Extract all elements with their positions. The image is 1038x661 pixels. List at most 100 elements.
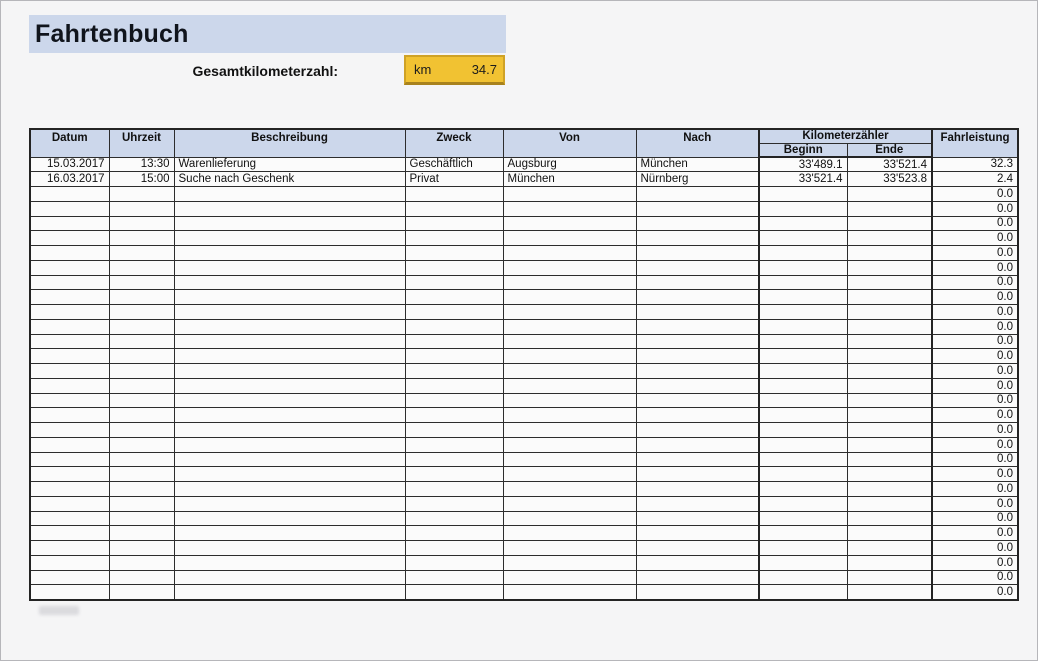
cell-beginn[interactable]	[758, 481, 848, 497]
cell-uhrzeit[interactable]	[108, 333, 175, 350]
header-fahrleistung[interactable]: Fahrleistung	[931, 128, 1019, 158]
cell-nach[interactable]	[635, 363, 760, 379]
cell-beginn[interactable]	[758, 289, 848, 305]
cell-von[interactable]	[502, 451, 637, 468]
cell-datum[interactable]	[29, 215, 110, 232]
cell-fahrleistung[interactable]: 0.0	[931, 436, 1019, 453]
cell-uhrzeit[interactable]: 15:00	[108, 171, 175, 187]
cell-beschreibung[interactable]	[173, 274, 406, 291]
cell-nach[interactable]	[635, 495, 760, 512]
cell-uhrzeit[interactable]	[108, 495, 175, 512]
cell-uhrzeit[interactable]	[108, 451, 175, 468]
cell-ende[interactable]	[846, 466, 933, 482]
cell-ende[interactable]	[846, 245, 933, 261]
cell-datum[interactable]	[29, 554, 110, 571]
cell-beschreibung[interactable]	[173, 289, 406, 305]
cell-nach[interactable]	[635, 304, 760, 320]
header-nach[interactable]: Nach	[635, 128, 760, 158]
cell-zweck[interactable]	[404, 215, 504, 232]
header-ende[interactable]: Ende	[846, 142, 933, 158]
cell-zweck[interactable]	[404, 451, 504, 468]
cell-nach[interactable]	[635, 584, 760, 600]
cell-uhrzeit[interactable]	[108, 436, 175, 453]
cell-datum[interactable]	[29, 186, 110, 202]
cell-beginn[interactable]	[758, 510, 848, 527]
cell-uhrzeit[interactable]	[108, 318, 175, 335]
cell-von[interactable]	[502, 377, 637, 394]
cell-ende[interactable]	[846, 333, 933, 350]
cell-ende[interactable]	[846, 510, 933, 527]
cell-beginn[interactable]	[758, 495, 848, 512]
cell-fahrleistung[interactable]: 0.0	[931, 554, 1019, 571]
cell-uhrzeit[interactable]	[108, 186, 175, 202]
cell-beginn[interactable]	[758, 215, 848, 232]
cell-ende[interactable]	[846, 348, 933, 364]
cell-nach[interactable]	[635, 466, 760, 482]
cell-zweck[interactable]	[404, 569, 504, 586]
cell-von[interactable]	[502, 215, 637, 232]
cell-datum[interactable]	[29, 525, 110, 541]
cell-datum[interactable]	[29, 289, 110, 305]
cell-fahrleistung[interactable]: 0.0	[931, 481, 1019, 497]
cell-beschreibung[interactable]	[173, 318, 406, 335]
cell-nach[interactable]	[635, 186, 760, 202]
cell-ende[interactable]: 33'523.8	[846, 171, 933, 187]
cell-beginn[interactable]: 33'521.4	[758, 171, 848, 187]
cell-von[interactable]	[502, 289, 637, 305]
cell-fahrleistung[interactable]: 0.0	[931, 245, 1019, 261]
cell-fahrleistung[interactable]: 0.0	[931, 510, 1019, 527]
cell-zweck[interactable]	[404, 230, 504, 246]
cell-beginn[interactable]	[758, 200, 848, 217]
cell-fahrleistung[interactable]: 0.0	[931, 466, 1019, 482]
cell-beginn[interactable]	[758, 304, 848, 320]
cell-datum[interactable]	[29, 377, 110, 394]
cell-beginn[interactable]	[758, 392, 848, 409]
cell-beschreibung[interactable]	[173, 540, 406, 556]
cell-ende[interactable]	[846, 304, 933, 320]
cell-fahrleistung[interactable]: 0.0	[931, 200, 1019, 217]
cell-fahrleistung[interactable]: 2.4	[931, 171, 1019, 187]
cell-zweck[interactable]	[404, 481, 504, 497]
cell-zweck[interactable]	[404, 466, 504, 482]
cell-von[interactable]	[502, 348, 637, 364]
cell-beschreibung[interactable]	[173, 451, 406, 468]
cell-von[interactable]	[502, 584, 637, 600]
cell-fahrleistung[interactable]: 0.0	[931, 304, 1019, 320]
cell-uhrzeit[interactable]	[108, 422, 175, 438]
cell-beschreibung[interactable]	[173, 407, 406, 423]
cell-datum[interactable]	[29, 584, 110, 600]
cell-beginn[interactable]	[758, 230, 848, 246]
cell-fahrleistung[interactable]: 0.0	[931, 259, 1019, 276]
cell-beschreibung[interactable]	[173, 348, 406, 364]
cell-uhrzeit[interactable]	[108, 584, 175, 600]
cell-beginn[interactable]	[758, 466, 848, 482]
cell-von[interactable]	[502, 259, 637, 276]
cell-datum[interactable]	[29, 392, 110, 409]
cell-beginn[interactable]	[758, 422, 848, 438]
header-zweck[interactable]: Zweck	[404, 128, 504, 158]
cell-uhrzeit[interactable]	[108, 407, 175, 423]
cell-zweck[interactable]	[404, 540, 504, 556]
cell-nach[interactable]	[635, 230, 760, 246]
cell-von[interactable]	[502, 186, 637, 202]
cell-ende[interactable]	[846, 436, 933, 453]
cell-zweck[interactable]	[404, 289, 504, 305]
cell-beschreibung[interactable]	[173, 510, 406, 527]
cell-uhrzeit[interactable]	[108, 510, 175, 527]
cell-nach[interactable]	[635, 451, 760, 468]
cell-ende[interactable]	[846, 584, 933, 600]
cell-beginn[interactable]	[758, 436, 848, 453]
cell-beginn[interactable]	[758, 540, 848, 556]
cell-zweck[interactable]	[404, 304, 504, 320]
cell-von[interactable]	[502, 466, 637, 482]
cell-datum[interactable]	[29, 318, 110, 335]
cell-beschreibung[interactable]	[173, 495, 406, 512]
cell-fahrleistung[interactable]: 0.0	[931, 348, 1019, 364]
cell-datum[interactable]	[29, 230, 110, 246]
cell-fahrleistung[interactable]: 0.0	[931, 495, 1019, 512]
cell-ende[interactable]: 33'521.4	[846, 156, 933, 173]
cell-zweck[interactable]	[404, 333, 504, 350]
cell-zweck[interactable]	[404, 584, 504, 600]
cell-beginn[interactable]: 33'489.1	[758, 156, 848, 173]
cell-beginn[interactable]	[758, 259, 848, 276]
